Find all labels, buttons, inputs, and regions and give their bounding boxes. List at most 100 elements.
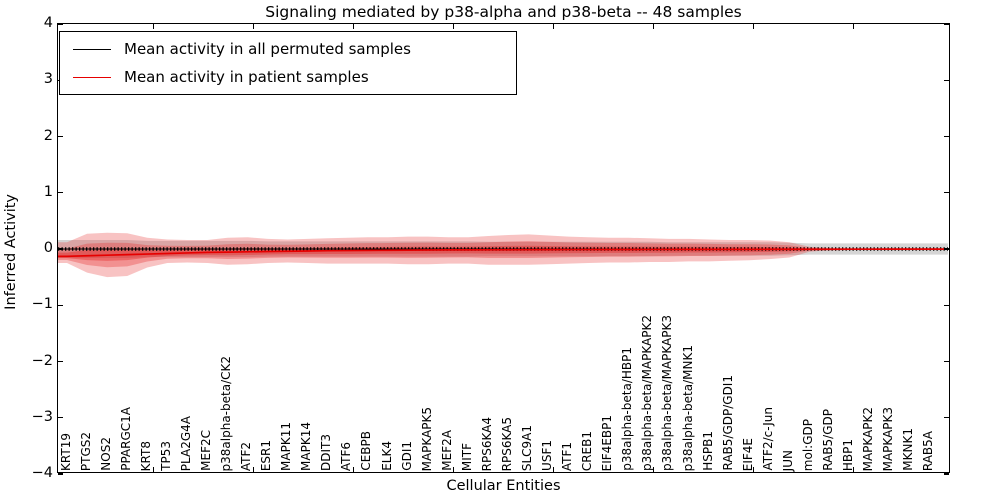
x-category-label: MITF (459, 442, 474, 471)
y-tick-mark (944, 248, 949, 250)
x-tick-mark (453, 24, 455, 29)
x-tick-mark (253, 24, 255, 29)
x-tick-mark (553, 24, 555, 29)
y-tick-mark (944, 192, 949, 194)
y-tick-mark (944, 360, 949, 363)
permuted-line-swatch (73, 48, 111, 50)
legend-label: Mean activity in patient samples (124, 68, 369, 86)
x-tick-mark (653, 467, 655, 472)
y-tick-mark (944, 135, 949, 138)
x-category-label: EIF4E (740, 437, 755, 471)
y-tick-mark (58, 417, 63, 419)
x-category-label: MKNK1 (901, 428, 916, 471)
x-category-label: EIF4EBP1 (600, 414, 615, 471)
x-category-label: CREB1 (580, 430, 595, 471)
y-tick-label: 0 (43, 240, 53, 256)
x-category-label: MAPK11 (279, 422, 294, 471)
x-tick-mark (353, 24, 355, 29)
y-tick-mark (944, 304, 949, 306)
y-tick-label: −1 (31, 296, 53, 313)
x-category-label: NOS2 (98, 437, 113, 471)
x-category-label: MAPKAPK3 (881, 406, 896, 471)
x-tick-mark (753, 467, 755, 472)
x-category-label: KRT8 (138, 440, 153, 471)
patient-mean-line (58, 248, 948, 258)
x-category-label: RAB5A (921, 430, 936, 471)
x-category-label: ATF2/c-Jun (760, 407, 775, 471)
x-category-label: PLA2G4A (178, 415, 193, 471)
x-category-label: KRT19 (58, 433, 73, 471)
x-category-label: RAB5/GDP/GDI1 (720, 375, 735, 471)
x-category-label: DDIT3 (319, 434, 334, 471)
x-tick-mark (253, 467, 255, 472)
x-category-label: p38alpha-beta/HBP1 (620, 347, 635, 471)
x-category-label: PPARGC1A (118, 407, 133, 471)
legend-item-permuted: Mean activity in all permuted samples (60, 36, 516, 62)
y-tick-label: −3 (31, 408, 53, 425)
y-tick-mark (58, 248, 63, 250)
chart-canvas (58, 232, 948, 278)
x-category-label: MAPKAPK5 (419, 406, 434, 471)
plot-area (57, 23, 950, 475)
patient-band-inner-area (58, 241, 948, 268)
y-tick-mark (944, 23, 949, 25)
x-axis-title: Cellular Entities (446, 478, 561, 494)
x-category-label: ATF6 (339, 441, 354, 471)
y-tick-label: −2 (31, 352, 53, 369)
x-category-label: GDI1 (399, 441, 414, 471)
x-category-label: TP53 (158, 441, 173, 471)
patient-band-area (58, 232, 948, 278)
y-tick-mark (58, 473, 63, 475)
y-tick-mark (944, 473, 949, 475)
x-tick-mark (153, 467, 155, 472)
y-tick-mark (58, 23, 63, 25)
x-category-label: RAB5/GDP (820, 409, 835, 471)
x-category-label: p38alpha-beta/MAPKAPK2 (640, 315, 655, 471)
y-tick-mark (944, 79, 949, 81)
x-category-label: mol:GDP (800, 418, 815, 471)
patient-line-swatch (73, 76, 111, 78)
x-category-label: ELK4 (379, 441, 394, 471)
y-tick-mark (58, 192, 63, 194)
x-category-label: MAPKAPK2 (861, 406, 876, 471)
y-tick-label: 3 (43, 71, 53, 88)
x-category-label: RPS6KA4 (479, 416, 494, 471)
y-tick-label: 2 (43, 127, 53, 144)
x-tick-mark (153, 24, 155, 29)
legend: Mean activity in all permuted samples Me… (59, 31, 517, 95)
x-category-label: RPS6KA5 (499, 416, 514, 471)
x-category-label: JUN (780, 449, 795, 471)
x-category-label: ESR1 (259, 439, 274, 471)
x-category-label: PTGS2 (78, 431, 93, 471)
x-tick-mark (653, 24, 655, 29)
x-tick-mark (853, 24, 855, 29)
x-category-label: MEF2A (439, 430, 454, 471)
x-category-label: p38alpha-beta/CK2 (219, 355, 234, 471)
x-category-label: MEF2C (198, 430, 213, 471)
x-tick-mark (753, 24, 755, 29)
y-tick-mark (58, 304, 63, 306)
y-tick-mark (58, 360, 63, 363)
x-tick-mark (853, 467, 855, 472)
x-category-label: p38alpha-beta/MAPKAPK3 (660, 315, 675, 471)
legend-label: Mean activity in all permuted samples (124, 40, 411, 58)
x-category-label: p38alpha-beta/MNK1 (680, 344, 695, 471)
y-tick-mark (944, 417, 949, 419)
y-tick-label: 4 (43, 15, 53, 31)
x-category-label: MAPK14 (299, 422, 314, 471)
x-category-label: ATF1 (560, 441, 575, 471)
x-tick-mark (553, 467, 555, 472)
x-category-label: HSPB1 (700, 431, 715, 471)
x-category-label: CEBPB (359, 431, 374, 471)
x-tick-mark (453, 467, 455, 472)
x-category-label: HBP1 (841, 438, 856, 471)
y-tick-mark (58, 135, 63, 138)
x-category-label: USF1 (540, 440, 555, 471)
y-tick-label: −4 (31, 465, 53, 481)
x-category-label: ATF2 (239, 441, 254, 471)
chart-title: Signaling mediated by p38-alpha and p38-… (265, 3, 742, 21)
legend-item-patient: Mean activity in patient samples (60, 64, 516, 90)
y-tick-label: 1 (43, 183, 53, 200)
x-category-label: SLC9A1 (520, 424, 534, 471)
